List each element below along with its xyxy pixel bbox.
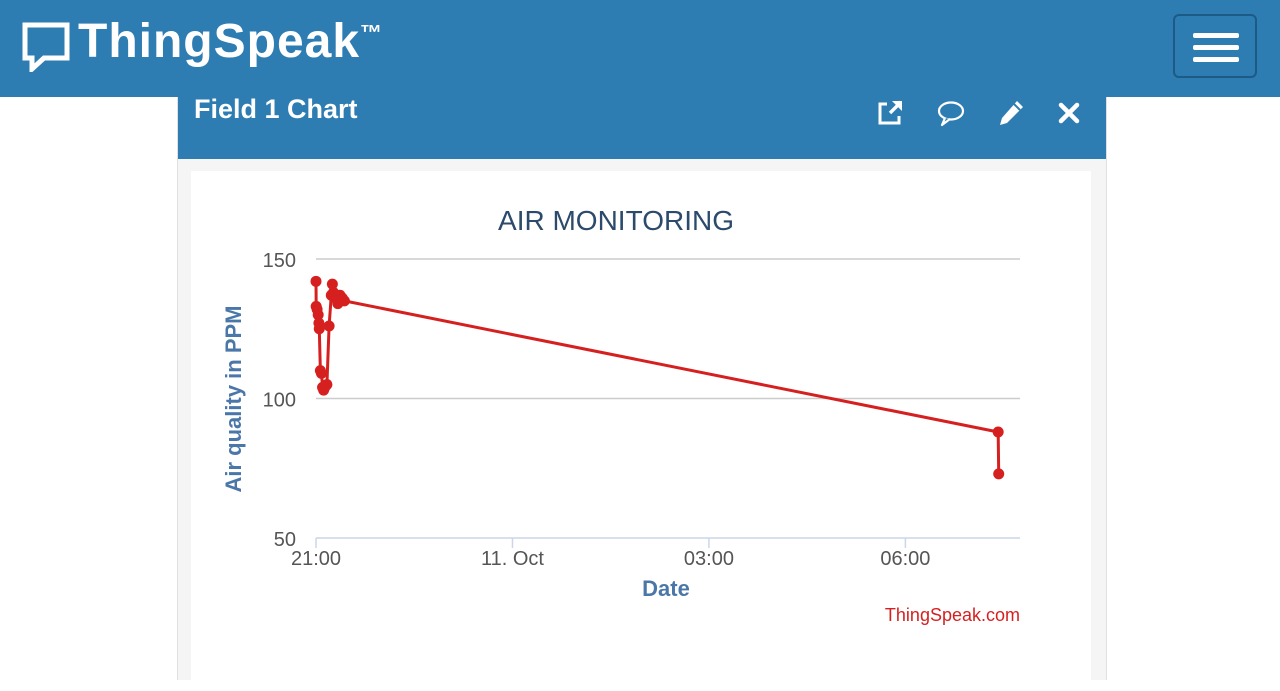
brand-name: ThingSpeak™ <box>78 15 384 68</box>
hamburger-menu-icon-bar <box>1193 57 1239 62</box>
x-tick-label: 03:00 <box>684 548 734 570</box>
data-point[interactable] <box>310 275 322 287</box>
data-point[interactable] <box>312 309 324 321</box>
data-point[interactable] <box>313 323 325 335</box>
data-point[interactable] <box>315 367 327 379</box>
y-tick-label: 100 <box>263 390 296 412</box>
chart-title: AIR MONITORING <box>498 205 734 236</box>
edit-icon[interactable] <box>996 98 1026 128</box>
hamburger-menu-icon <box>1193 33 1239 38</box>
series-line <box>314 281 1001 474</box>
line-chart: AIR MONITORING Air quality in PPM Date T… <box>221 205 1020 625</box>
x-tick-label: 11. Oct <box>481 548 544 570</box>
data-point[interactable] <box>338 295 350 307</box>
top-navbar: ThingSpeak™ <box>0 0 1280 97</box>
y-tick-label: 50 <box>274 529 296 551</box>
x-tick-label: 06:00 <box>880 548 930 570</box>
hamburger-menu-icon-bar <box>1193 45 1239 50</box>
comment-icon[interactable] <box>936 98 966 128</box>
y-tick-label: 150 <box>263 250 296 272</box>
data-point[interactable] <box>326 278 338 290</box>
data-point[interactable] <box>992 426 1004 438</box>
open-external-icon[interactable] <box>875 98 905 128</box>
y-axis-label: Air quality in PPM <box>221 305 246 492</box>
chart-card: AIR MONITORING Air quality in PPM Date T… <box>191 171 1091 691</box>
data-point[interactable] <box>993 468 1005 480</box>
chart-panel: Field 1 Chart AIR MONITORING Air quality… <box>177 80 1107 691</box>
x-tick-label: 21:00 <box>291 548 341 570</box>
trademark-symbol: ™ <box>360 20 384 45</box>
credits-link[interactable]: ThingSpeak.com <box>885 605 1020 625</box>
x-axis-label: Date <box>642 576 690 601</box>
menu-toggle-button[interactable] <box>1173 14 1257 78</box>
speech-bubble-icon <box>22 22 70 72</box>
panel-title: Field 1 Chart <box>194 94 358 124</box>
close-icon[interactable] <box>1054 98 1084 128</box>
data-point[interactable] <box>321 379 333 391</box>
data-point[interactable] <box>323 320 335 332</box>
